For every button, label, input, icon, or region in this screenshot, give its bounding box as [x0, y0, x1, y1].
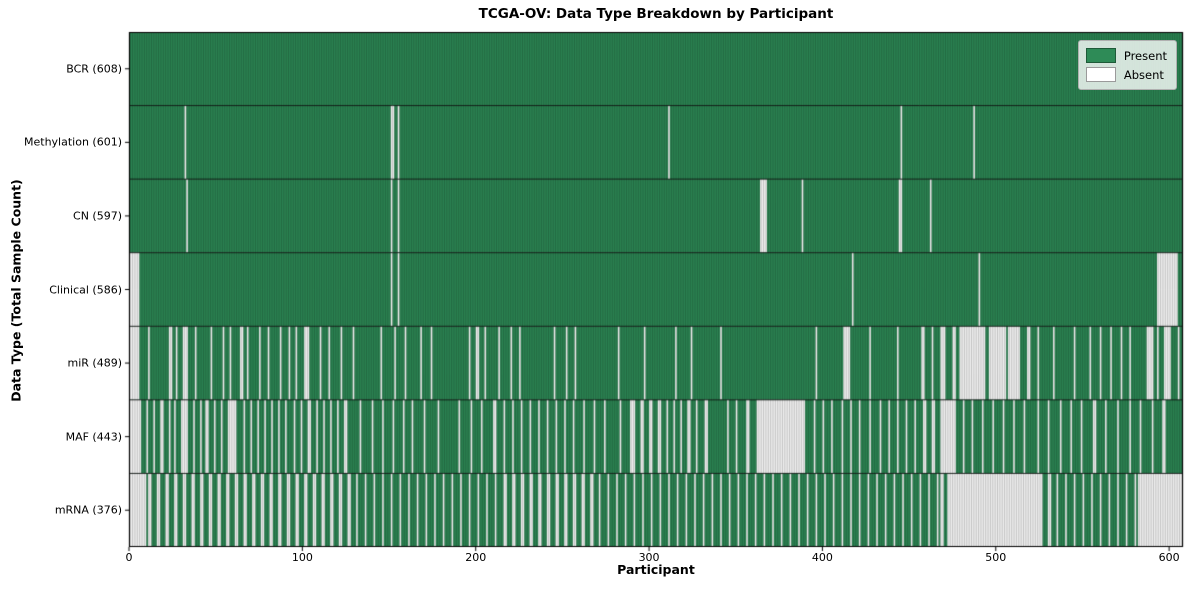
y-tick-label-MAF: MAF (443) — [65, 430, 122, 444]
legend-absent-label: Absent — [1123, 67, 1164, 82]
chart-title: TCGA-OV: Data Type Breakdown by Particip… — [478, 6, 834, 22]
x-tick-label-200: 200 — [465, 551, 487, 564]
x-tick-label-400: 400 — [811, 551, 833, 564]
present-swatch-icon — [1085, 48, 1116, 63]
y-tick-label-Clinical: Clinical (586) — [49, 283, 122, 296]
y-tick-label-mRNA: mRNA (376) — [54, 503, 122, 517]
x-tick-label-600: 600 — [1158, 551, 1180, 564]
x-tick-label-500: 500 — [985, 551, 1007, 564]
y-tick-label-BCR: BCR (608) — [66, 62, 122, 76]
y-tick-label-miR: miR (489) — [67, 356, 123, 370]
x-tick-label-100: 100 — [291, 551, 313, 564]
legend-item-absent: Absent — [1085, 65, 1167, 84]
x-axis-label: Participant — [617, 562, 695, 577]
legend-item-present: Present — [1085, 46, 1167, 65]
x-tick-label-0: 0 — [125, 551, 133, 564]
legend-present-label: Present — [1123, 48, 1167, 63]
absent-swatch-icon — [1085, 67, 1116, 82]
y-tick-label-CN: CN (597) — [73, 209, 122, 223]
y-tick-label-Methylation: Methylation (601) — [24, 135, 122, 149]
legend: Present Absent — [1077, 40, 1177, 90]
x-tick-label-300: 300 — [638, 551, 660, 564]
